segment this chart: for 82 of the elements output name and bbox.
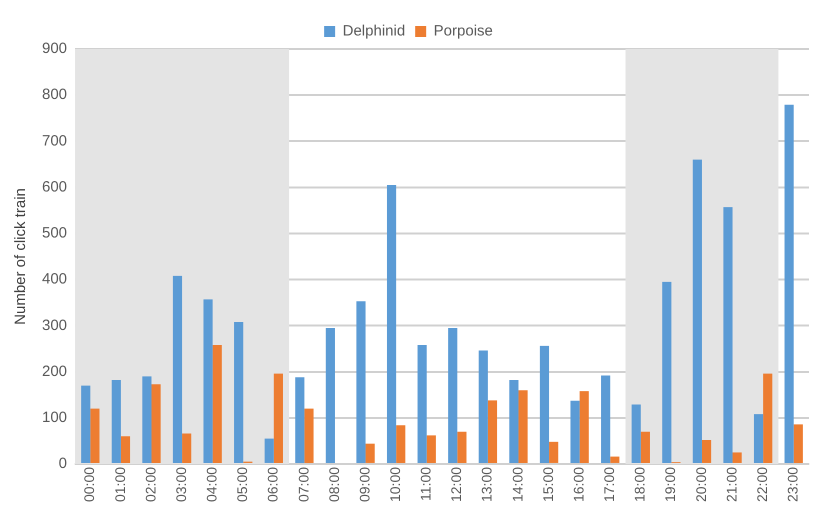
x-tick-label: 14:00: [509, 466, 526, 502]
x-tick-label: 09:00: [356, 466, 372, 502]
bar: [784, 104, 794, 463]
x-tick-label: 04:00: [204, 466, 220, 502]
bar: [90, 408, 100, 463]
legend-label: Delphinid: [342, 22, 406, 40]
x-tick-label: 21:00: [723, 466, 740, 502]
y-tick-label: 400: [42, 270, 68, 288]
bar: [662, 282, 672, 463]
bar: [112, 380, 121, 463]
y-tick-label: 0: [58, 455, 68, 472]
y-tick-label: 600: [42, 178, 68, 196]
bar: [457, 432, 466, 463]
bar: [212, 345, 222, 463]
bar: [172, 276, 182, 463]
bar: [366, 444, 375, 463]
bar: [426, 435, 436, 463]
x-tick-label: 23:00: [784, 466, 801, 502]
y-tick-label: 900: [42, 40, 68, 58]
y-tick-label: 800: [42, 86, 68, 104]
bar: [120, 436, 130, 463]
x-tick-label: 19:00: [662, 466, 678, 502]
x-tick-label: 11:00: [418, 466, 434, 501]
bar: [304, 408, 314, 463]
bar: [640, 432, 650, 463]
x-tick-label: 22:00: [754, 466, 770, 502]
bar: [763, 374, 772, 463]
y-tick-label: 700: [42, 132, 68, 150]
bar: [418, 345, 427, 463]
x-tick-label: 12:00: [448, 466, 464, 502]
bar: [448, 328, 458, 463]
bar: [356, 301, 366, 463]
x-tick-label: 13:00: [478, 466, 495, 502]
bar: [509, 380, 518, 463]
x-tick-label: 02:00: [142, 466, 158, 502]
bar: [549, 442, 558, 463]
bar: [295, 377, 304, 463]
bar: [732, 452, 742, 463]
bar: [274, 374, 283, 463]
bar: [518, 390, 528, 463]
x-tick-label: 01:00: [112, 466, 128, 502]
bar: [754, 414, 764, 463]
x-tick-label: 07:00: [295, 466, 312, 502]
bar: [396, 425, 406, 463]
x-tick-label: 17:00: [601, 466, 618, 502]
y-tick-label: 200: [42, 362, 68, 380]
bar: [570, 400, 580, 463]
y-axis-title: Number of click train: [12, 188, 30, 325]
x-tick-label: 10:00: [387, 466, 403, 502]
bar: [794, 424, 803, 463]
bar: [151, 384, 161, 463]
bar: [610, 456, 620, 463]
bar: [702, 440, 712, 463]
bar: [81, 386, 90, 463]
bar: [692, 160, 702, 463]
y-tick-label: 300: [42, 316, 68, 334]
x-tick-label: 06:00: [264, 466, 281, 502]
x-tick-label: 03:00: [172, 466, 189, 502]
bar: [203, 299, 213, 463]
bar: [601, 375, 610, 463]
bar: [142, 376, 152, 463]
y-tick-label: 500: [42, 224, 68, 242]
x-tick-label: 20:00: [692, 466, 709, 502]
bar: [182, 434, 192, 463]
bar: [326, 328, 335, 463]
x-tick-label: 05:00: [234, 466, 250, 502]
bar: [580, 391, 589, 463]
bar: [386, 185, 396, 463]
bar: [234, 322, 244, 463]
bar: [488, 400, 498, 463]
bar: [264, 438, 274, 463]
x-tick-label: 18:00: [632, 466, 648, 502]
legend-label: Porpoise: [434, 22, 493, 40]
bar: [478, 350, 488, 463]
y-tick-label: 100: [42, 409, 68, 426]
bar: [632, 404, 641, 463]
bar: [723, 207, 733, 463]
x-tick-label: 15:00: [540, 466, 556, 502]
x-tick-label: 00:00: [81, 466, 98, 502]
x-tick-label: 08:00: [326, 466, 342, 502]
x-tick-label: 16:00: [570, 466, 586, 502]
bar: [540, 346, 550, 463]
